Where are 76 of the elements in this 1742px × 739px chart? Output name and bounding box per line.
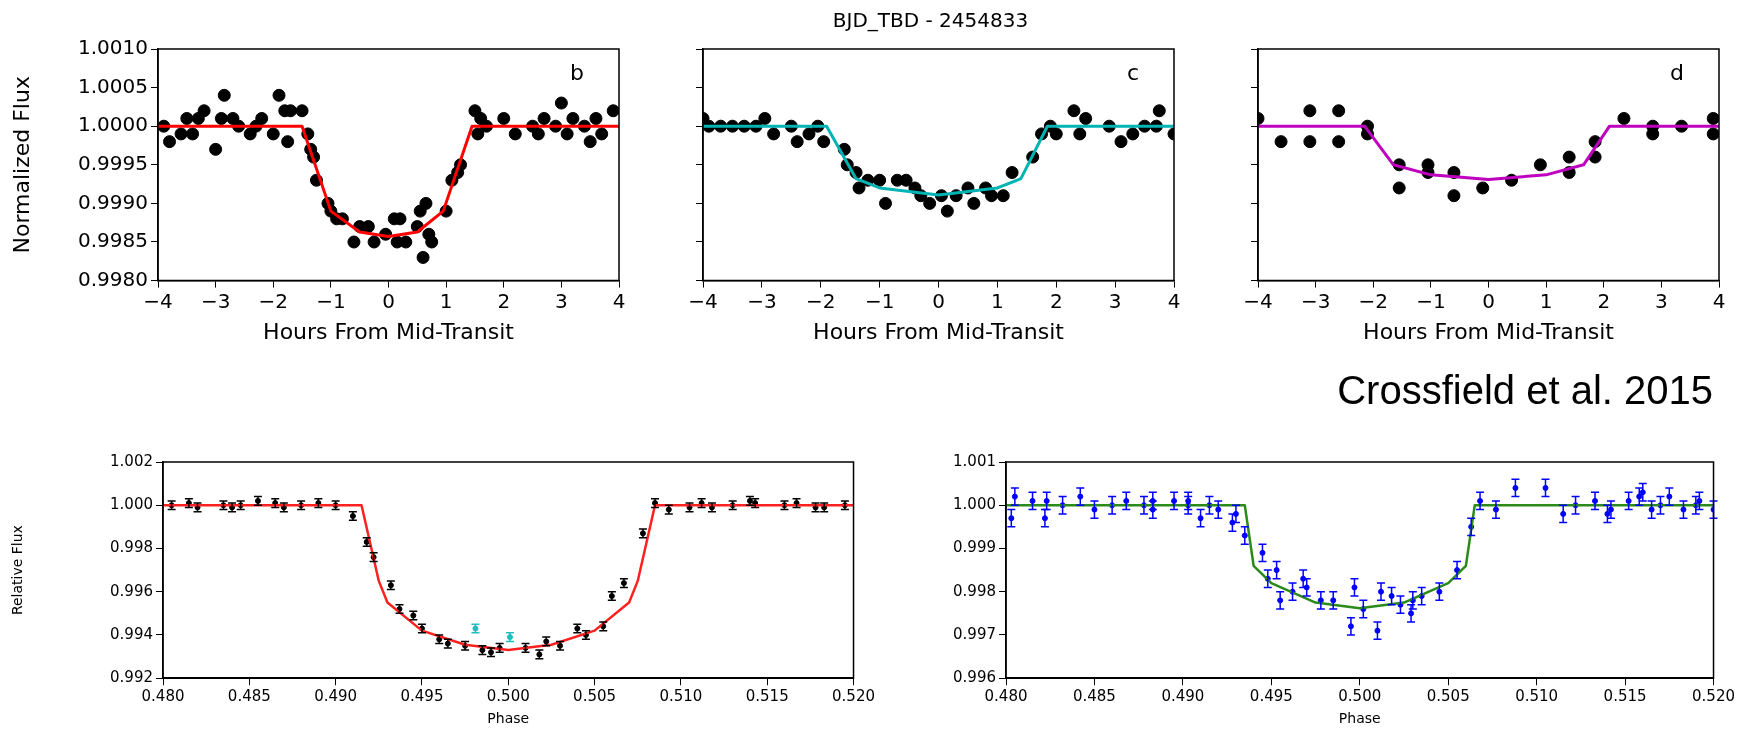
x-tick-label: 1 — [439, 288, 453, 313]
x-tick-label: 0.495 — [400, 687, 444, 706]
x-axis-title: Hours From Mid-Transit — [263, 318, 515, 344]
y-tick-label: 1.0005 — [78, 73, 148, 98]
x-tick-label: 0.480 — [141, 687, 185, 706]
y-tick-label: 1.002 — [110, 451, 153, 470]
y-tick-label: 0.999 — [953, 538, 996, 557]
annotation: d — [1670, 59, 1684, 85]
y-tick-label: 0.996 — [110, 581, 153, 600]
y-tick-label: 0.998 — [110, 538, 153, 557]
x-tick-label: −3 — [1300, 288, 1331, 313]
x-tick-label: −4 — [143, 288, 173, 313]
x-tick-label: −1 — [1416, 288, 1446, 313]
x-tick-label: 0.505 — [1426, 687, 1470, 706]
x-tick-label: 0.510 — [659, 687, 703, 706]
x-tick-label: 2 — [1597, 288, 1611, 313]
x-tick-label: 4 — [1167, 288, 1181, 313]
x-tick-label: 0.490 — [314, 687, 358, 706]
y-axis-title: Relative Flux — [9, 525, 26, 616]
x-tick-label: 0.500 — [486, 687, 530, 706]
y-tick-label: 0.9980 — [78, 266, 148, 291]
y-tick-label: 0.9990 — [78, 189, 148, 214]
x-tick-label: −1 — [316, 288, 346, 313]
y-tick-label: 0.992 — [110, 668, 153, 687]
y-tick-label: 0.997 — [953, 624, 996, 643]
x-tick-label: 0.485 — [1072, 687, 1116, 706]
x-axis-title: Hours From Mid-Transit — [813, 318, 1065, 344]
x-tick-label: −2 — [258, 288, 288, 313]
x-tick-label: 4 — [612, 288, 626, 313]
x-tick-label: −4 — [1243, 288, 1273, 313]
x-tick-label: 0.485 — [227, 687, 271, 706]
x-tick-label: 0.515 — [745, 687, 789, 706]
x-axis-title: Hours From Mid-Transit — [1363, 318, 1615, 344]
x-tick-label: 0.520 — [1692, 687, 1736, 706]
y-tick-label: 1.0000 — [78, 112, 148, 137]
x-tick-label: 0.490 — [1161, 687, 1205, 706]
x-tick-label: 3 — [1108, 288, 1122, 313]
annotation: b — [570, 59, 584, 85]
x-tick-label: 0.500 — [1338, 687, 1382, 706]
x-tick-label: 1 — [1539, 288, 1553, 313]
x-tick-label: 2 — [497, 288, 511, 313]
x-tick-label: 0 — [932, 288, 945, 313]
x-tick-label: −1 — [864, 288, 895, 313]
y-tick-label: 0.996 — [953, 668, 996, 687]
x-tick-label: 0 — [382, 288, 395, 313]
x-axis-title: Phase — [487, 710, 530, 727]
y-tick-label: 1.0010 — [78, 35, 148, 60]
x-axis-title: Phase — [1338, 710, 1381, 727]
x-tick-label: −3 — [747, 288, 777, 313]
y-tick-label: 0.9985 — [78, 228, 148, 253]
x-tick-label: 0.480 — [984, 687, 1028, 706]
x-tick-label: 0.510 — [1515, 687, 1559, 706]
x-tick-label: 4 — [1712, 288, 1726, 313]
y-tick-label: 0.994 — [110, 624, 153, 643]
x-tick-label: 3 — [555, 288, 568, 313]
annotation: c — [1126, 59, 1139, 85]
y-axis-title: Normalized Flux — [8, 76, 34, 254]
chart-title: BJD_TBD - 2454833 — [831, 8, 1030, 32]
x-tick-label: 0.505 — [573, 687, 617, 706]
x-tick-label: −2 — [806, 288, 836, 313]
x-tick-label: 2 — [1049, 288, 1063, 313]
y-tick-label: 1.000 — [953, 495, 996, 514]
x-tick-label: 1 — [991, 288, 1004, 313]
x-tick-label: 3 — [1655, 288, 1668, 313]
x-tick-label: −2 — [1358, 288, 1388, 313]
text: Crossfield et al. 2015 — [1337, 368, 1713, 413]
x-tick-label: 0.520 — [832, 687, 876, 706]
x-tick-label: −4 — [688, 288, 718, 313]
x-tick-label: 0 — [1482, 288, 1495, 313]
x-tick-label: −3 — [200, 288, 231, 313]
x-tick-label: 0.495 — [1249, 687, 1293, 706]
x-tick-label: 0.515 — [1603, 687, 1647, 706]
y-tick-label: 0.998 — [953, 581, 996, 600]
y-tick-label: 0.9995 — [78, 151, 148, 175]
y-tick-label: 1.001 — [953, 451, 996, 470]
y-tick-label: 1.000 — [110, 495, 153, 514]
